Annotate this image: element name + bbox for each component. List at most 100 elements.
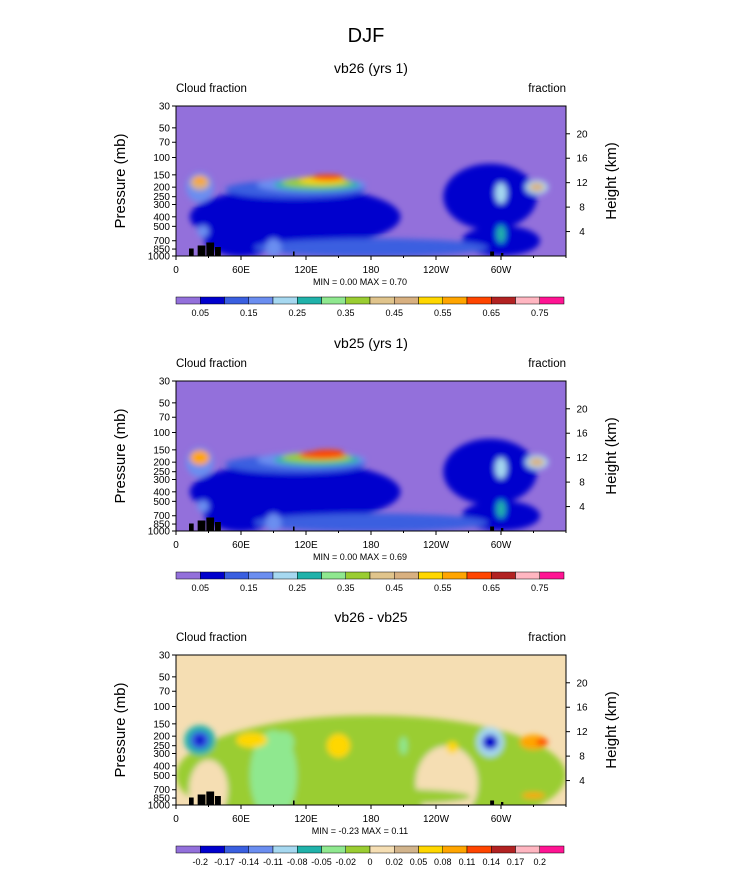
colorbar-swatch bbox=[491, 571, 516, 580]
y-tick-label: 100 bbox=[153, 428, 170, 439]
colorbar-swatch bbox=[491, 296, 516, 305]
field-contours bbox=[186, 163, 549, 256]
colorbar-swatch bbox=[175, 571, 201, 580]
y2-axis-title: Height (km) bbox=[603, 691, 620, 769]
colorbar-label: 0.25 bbox=[288, 308, 306, 318]
contour-region bbox=[326, 733, 351, 758]
colorbar-label: 0.35 bbox=[337, 308, 355, 318]
contour-field bbox=[176, 106, 566, 256]
x-tick-label: 60W bbox=[491, 265, 512, 276]
contour-region bbox=[312, 449, 344, 456]
x-axis: 0 60E 120E 180 120W 60W bbox=[173, 531, 567, 551]
colorbar-swatch bbox=[224, 296, 249, 305]
colorbar-label: 0.15 bbox=[240, 583, 258, 593]
terrain-block bbox=[206, 242, 215, 256]
x-tick-label: 120E bbox=[294, 814, 318, 825]
y-tick-label: 100 bbox=[153, 702, 170, 713]
x-tick-label: 180 bbox=[363, 814, 380, 825]
contour-region bbox=[443, 438, 537, 505]
colorbar-swatch bbox=[418, 571, 443, 580]
colorbar-swatch bbox=[442, 296, 468, 305]
terrain-block bbox=[490, 526, 495, 531]
y2-tick-label: 8 bbox=[579, 752, 585, 763]
left-label: Cloud fraction bbox=[176, 358, 247, 370]
terrain-block bbox=[490, 251, 495, 256]
y-tick-label: 150 bbox=[153, 719, 170, 730]
colorbar-label: 0 bbox=[367, 857, 372, 867]
panel-title: vb26 (yrs 1) bbox=[334, 60, 408, 76]
colorbar-label: 0.75 bbox=[531, 308, 549, 318]
colorbar-label: -0.14 bbox=[238, 857, 259, 867]
y2-tick-label: 20 bbox=[576, 129, 588, 140]
contour-region bbox=[482, 734, 498, 750]
y2-tick-label: 4 bbox=[579, 502, 585, 513]
colorbar-swatch bbox=[297, 845, 322, 854]
x-tick-label: 0 bbox=[173, 814, 179, 825]
y2-axis-title: Height (km) bbox=[603, 417, 620, 495]
colorbar-label: -0.11 bbox=[263, 857, 283, 867]
colorbar-label: 0.08 bbox=[434, 857, 452, 867]
y-tick-label: 100 bbox=[153, 153, 170, 164]
colorbar-swatch bbox=[272, 296, 298, 305]
y2-axis-title: Height (km) bbox=[603, 142, 620, 220]
colorbar-label: -0.02 bbox=[335, 857, 356, 867]
colorbar-swatch bbox=[394, 845, 419, 854]
contour-region bbox=[528, 182, 545, 192]
y-axis-title: Pressure (mb) bbox=[112, 133, 129, 228]
y2-tick-label: 12 bbox=[576, 727, 588, 738]
contour-region bbox=[265, 513, 282, 531]
min-max-stats: MIN = 0.00 MAX = 0.70 bbox=[313, 277, 407, 287]
y2-tick-label: 16 bbox=[576, 703, 588, 714]
contour-region bbox=[528, 457, 545, 467]
colorbar-label: 0.45 bbox=[385, 583, 403, 593]
terrain-block bbox=[215, 247, 221, 256]
x-tick-label: 120W bbox=[423, 540, 450, 551]
terrain-block bbox=[501, 253, 504, 256]
y-tick-label: 700 bbox=[153, 236, 170, 247]
y-tick-label: 50 bbox=[159, 672, 171, 683]
contour-region bbox=[521, 792, 546, 799]
contour-region bbox=[495, 457, 507, 479]
y-tick-label: 250 bbox=[153, 192, 170, 203]
y2-tick-label: 8 bbox=[579, 478, 585, 489]
right-label: fraction bbox=[528, 358, 566, 370]
field-contours bbox=[176, 715, 566, 805]
colorbar-swatch bbox=[418, 296, 443, 305]
colorbar-swatch bbox=[321, 845, 346, 854]
colorbar-swatch bbox=[224, 845, 249, 854]
panel-2: vb25 (yrs 1) Cloud fraction fraction 0 60E 12… bbox=[112, 335, 620, 593]
contour-region bbox=[495, 182, 507, 204]
contour-region bbox=[197, 225, 209, 238]
x-tick-label: 60E bbox=[232, 540, 250, 551]
y-tick-label: 50 bbox=[159, 123, 171, 134]
colorbar-swatch bbox=[539, 571, 565, 580]
y-tick-label: 30 bbox=[159, 377, 171, 388]
y2-tick-label: 4 bbox=[579, 776, 585, 787]
colorbar-swatch bbox=[200, 296, 225, 305]
x-tick-label: 180 bbox=[363, 265, 380, 276]
y-tick-label: 70 bbox=[159, 687, 171, 698]
colorbar-swatch bbox=[248, 571, 274, 580]
terrain-block bbox=[490, 800, 495, 805]
y-tick-label: 1000 bbox=[148, 252, 171, 263]
colorbar-swatch bbox=[321, 296, 346, 305]
panel-1: vb26 (yrs 1) Cloud fraction fraction 0 60E 12… bbox=[112, 60, 620, 318]
y-tick-label: 500 bbox=[153, 222, 170, 233]
colorbar-swatch bbox=[491, 845, 516, 854]
colorbar-label: -0.08 bbox=[287, 857, 308, 867]
colorbar-swatch bbox=[272, 845, 298, 854]
colorbar-label: 0.65 bbox=[482, 583, 500, 593]
y-tick-label: 400 bbox=[153, 761, 170, 772]
y2-axis: 20 16 12 8 4 bbox=[566, 129, 588, 238]
y-tick-label: 150 bbox=[153, 170, 170, 181]
terrain-block bbox=[501, 802, 504, 805]
colorbar-swatch bbox=[466, 571, 492, 580]
contour-region bbox=[254, 238, 488, 256]
y2-tick-label: 8 bbox=[579, 203, 585, 214]
contour-region bbox=[415, 745, 479, 805]
contour-region bbox=[314, 789, 471, 805]
x-tick-label: 0 bbox=[173, 265, 179, 276]
field-contours bbox=[186, 438, 549, 531]
